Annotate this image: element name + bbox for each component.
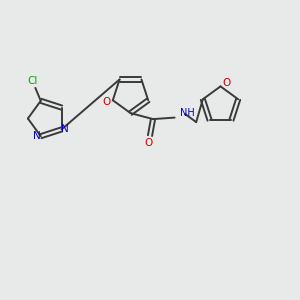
- Text: Cl: Cl: [27, 76, 38, 86]
- Text: N: N: [61, 124, 69, 134]
- Text: N: N: [33, 131, 41, 141]
- Text: O: O: [144, 138, 153, 148]
- Text: NH: NH: [180, 108, 195, 118]
- Text: O: O: [222, 78, 231, 88]
- Text: O: O: [103, 97, 111, 107]
